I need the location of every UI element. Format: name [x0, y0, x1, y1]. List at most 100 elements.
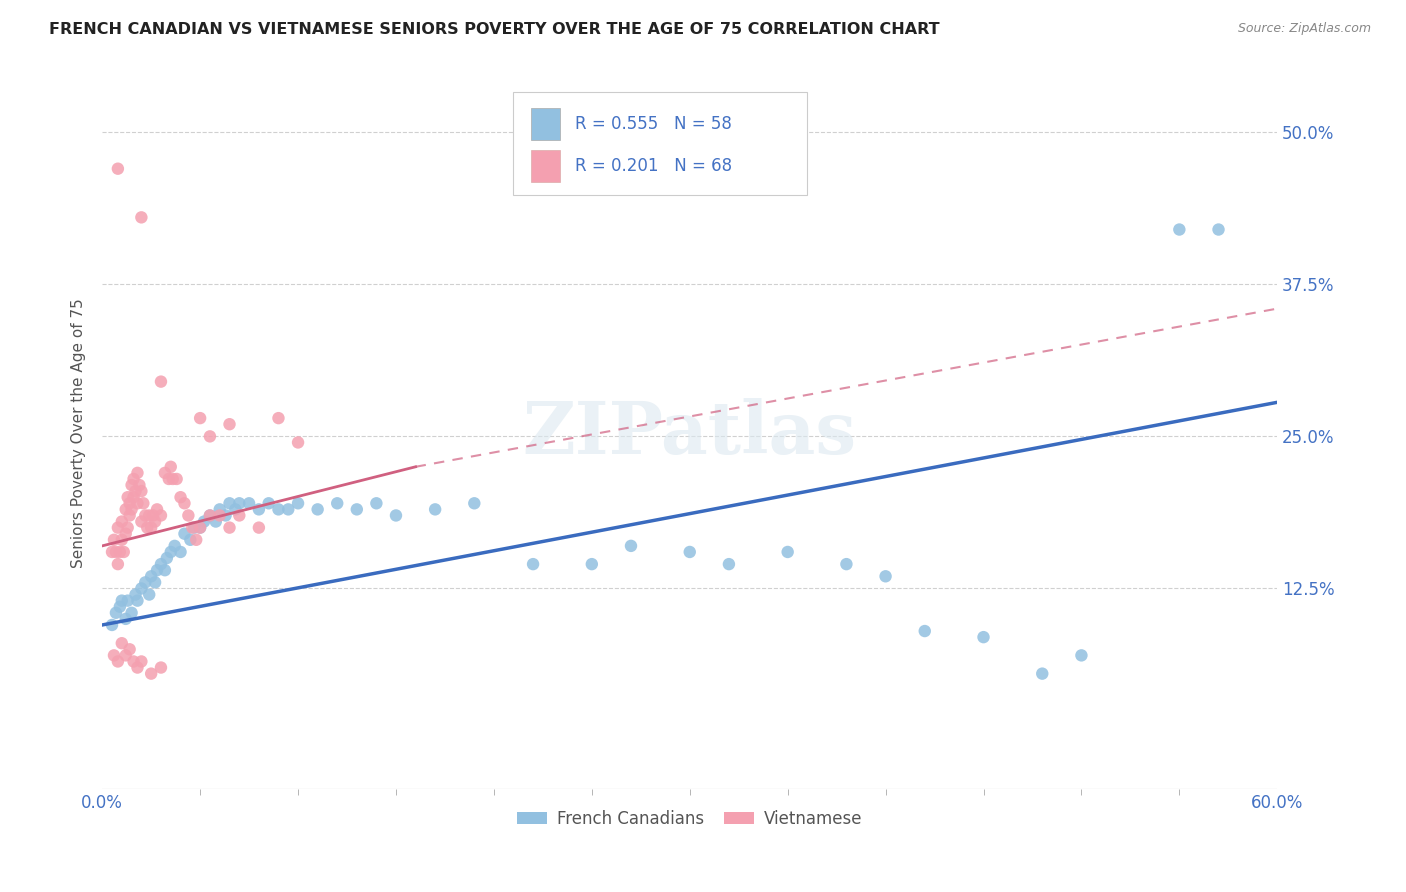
Point	[179, 533, 201, 547]
Point	[143, 575, 166, 590]
Point	[104, 545, 127, 559]
Point	[1070, 648, 1092, 663]
Point	[173, 526, 195, 541]
Point	[142, 508, 165, 523]
Point	[287, 435, 309, 450]
Point	[131, 582, 153, 596]
Point	[186, 533, 208, 547]
Point	[149, 508, 172, 523]
Point	[127, 593, 149, 607]
Point	[153, 563, 176, 577]
Point	[267, 502, 290, 516]
Point	[127, 466, 149, 480]
Point	[108, 599, 131, 614]
Point	[136, 521, 159, 535]
Point	[141, 569, 163, 583]
Y-axis label: Seniors Poverty Over the Age of 75: Seniors Poverty Over the Age of 75	[72, 299, 86, 568]
Point	[118, 508, 141, 523]
Point	[101, 618, 124, 632]
Point	[107, 655, 129, 669]
Point	[101, 545, 124, 559]
Point	[107, 161, 129, 176]
Point	[188, 521, 211, 535]
Point	[134, 575, 156, 590]
FancyBboxPatch shape	[513, 92, 807, 194]
Point	[581, 557, 603, 571]
Point	[149, 375, 172, 389]
Point	[121, 606, 143, 620]
Point	[247, 502, 270, 516]
Point	[114, 526, 136, 541]
Point	[118, 642, 141, 657]
Point	[204, 515, 226, 529]
Point	[177, 508, 200, 523]
Text: Source: ZipAtlas.com: Source: ZipAtlas.com	[1237, 22, 1371, 36]
Point	[104, 606, 127, 620]
Point	[131, 515, 153, 529]
Point	[111, 515, 134, 529]
Point	[121, 502, 143, 516]
FancyBboxPatch shape	[531, 151, 561, 183]
Point	[228, 508, 250, 523]
Point	[141, 666, 163, 681]
Point	[122, 490, 145, 504]
Point	[169, 545, 191, 559]
Point	[620, 539, 643, 553]
Point	[218, 417, 240, 432]
Point	[124, 484, 146, 499]
Text: ZIPatlas: ZIPatlas	[523, 398, 856, 469]
Point	[169, 490, 191, 504]
Point	[131, 211, 153, 225]
Point	[463, 496, 485, 510]
Point	[122, 472, 145, 486]
Point	[108, 545, 131, 559]
Point	[188, 411, 211, 425]
Point	[138, 508, 160, 523]
Point	[218, 521, 240, 535]
Point	[117, 593, 139, 607]
Point	[307, 502, 329, 516]
Point	[121, 478, 143, 492]
Point	[118, 496, 141, 510]
Point	[1208, 222, 1230, 236]
Point	[166, 472, 188, 486]
Point	[132, 496, 155, 510]
Point	[111, 636, 134, 650]
Point	[218, 496, 240, 510]
Point	[257, 496, 280, 510]
Point	[198, 429, 221, 443]
Point	[117, 521, 139, 535]
Point	[326, 496, 349, 510]
Point	[973, 630, 995, 644]
Point	[117, 490, 139, 504]
FancyBboxPatch shape	[531, 108, 561, 140]
Point	[149, 557, 172, 571]
Point	[679, 545, 702, 559]
Point	[114, 612, 136, 626]
Point	[134, 508, 156, 523]
Point	[131, 484, 153, 499]
Point	[127, 660, 149, 674]
Point	[146, 563, 169, 577]
Legend: French Canadians, Vietnamese: French Canadians, Vietnamese	[510, 803, 869, 834]
Point	[157, 472, 180, 486]
Point	[181, 521, 204, 535]
Point	[188, 521, 211, 535]
Point	[111, 533, 134, 547]
Point	[173, 496, 195, 510]
Point	[163, 539, 186, 553]
Point	[277, 502, 299, 516]
Point	[112, 545, 135, 559]
Point	[162, 472, 184, 486]
Point	[247, 521, 270, 535]
Point	[208, 508, 231, 523]
Point	[124, 588, 146, 602]
Text: R = 0.555   N = 58: R = 0.555 N = 58	[575, 115, 731, 133]
Text: FRENCH CANADIAN VS VIETNAMESE SENIORS POVERTY OVER THE AGE OF 75 CORRELATION CHA: FRENCH CANADIAN VS VIETNAMESE SENIORS PO…	[49, 22, 939, 37]
Point	[208, 502, 231, 516]
Point	[228, 496, 250, 510]
Point	[156, 551, 179, 566]
Point	[238, 496, 260, 510]
Point	[103, 533, 125, 547]
Point	[131, 655, 153, 669]
